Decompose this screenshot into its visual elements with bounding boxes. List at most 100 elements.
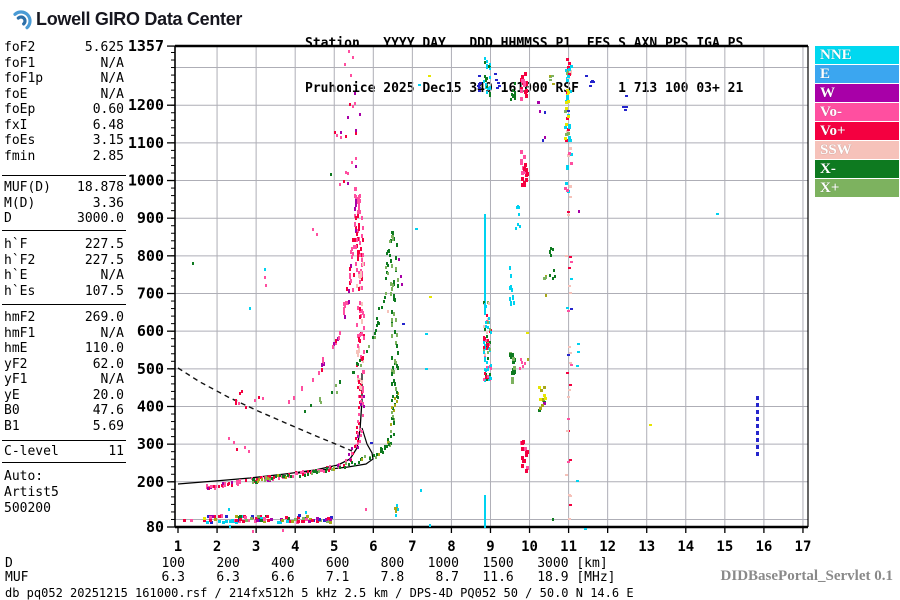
parameter-row: B1 5.69 [4, 419, 124, 434]
parameter-label: foE [4, 86, 28, 102]
y-axis-tick-label: 1200 [128, 96, 164, 114]
y-axis-tick-label: 400 [137, 397, 164, 415]
distance-row: D 100 200 400 600 800 1000 1500 3000 [km… [5, 556, 608, 571]
parameter-row: fxI 6.48 [4, 118, 124, 133]
parameter-value: N/A [100, 55, 124, 71]
y-axis-tick-label: 300 [137, 435, 164, 453]
y-axis-tick-label: 600 [137, 322, 164, 340]
parameter-value: 5.69 [92, 418, 124, 434]
parameter-value: 107.5 [84, 283, 124, 299]
station-header: Station YYYY DAY DDD HHMMSS P1 FFS S AXN… [305, 6, 743, 126]
panel-divider [2, 175, 126, 176]
legend-item-voplus: Vo+ [815, 122, 899, 140]
y-axis-tick-label: 500 [137, 360, 164, 378]
parameter-row: hmF2 269.0 [4, 310, 124, 325]
parameter-row: hmF1 N/A [4, 326, 124, 341]
x-axis-tick-label: 13 [638, 539, 655, 555]
y-axis-tick-label: 1100 [128, 134, 164, 152]
legend-item-w: W [815, 84, 899, 102]
parameter-value: 110.0 [84, 341, 124, 356]
parameter-row: h`F 227.5 [4, 237, 124, 252]
parameter-label: B0 [4, 403, 20, 418]
parameter-row: foF1 N/A [4, 56, 124, 71]
parameter-value: 3000.0 [77, 211, 124, 226]
y-axis-tick-label: 700 [137, 285, 164, 303]
parameter-row: hmE 110.0 [4, 341, 124, 356]
x-axis-tick-label: 14 [677, 539, 694, 555]
x-axis-tick-label: 9 [486, 539, 494, 555]
legend-item-xplus: X+ [815, 179, 899, 197]
parameter-label: h`F2 [4, 252, 36, 268]
parameter-row: foE N/A [4, 87, 124, 102]
x-axis-tick-label: 5 [330, 539, 338, 555]
y-axis-tick-label: 800 [137, 247, 164, 265]
parameter-row: h`E N/A [4, 268, 124, 283]
x-axis-tick-label: 16 [755, 539, 772, 555]
parameter-value: 62.0 [92, 356, 124, 372]
panel-divider [2, 230, 126, 231]
parameter-value: 11 [108, 444, 124, 459]
parameter-row: M(D) 3.36 [4, 196, 124, 211]
y-axis-tick-label: 80 [146, 518, 164, 536]
parameter-value: N/A [100, 71, 124, 86]
parameter-value: N/A [100, 372, 124, 387]
parameter-label: D [4, 211, 12, 226]
parameter-value: N/A [100, 325, 124, 341]
parameter-label: M(D) [4, 195, 36, 211]
parameter-label: h`Es [4, 283, 36, 299]
y-axis-tick-label: 900 [137, 209, 164, 227]
parameter-label: hmF1 [4, 325, 36, 341]
y-axis-tick-label: 200 [137, 473, 164, 491]
parameter-label: hmE [4, 341, 28, 356]
parameter-label: hmF2 [4, 310, 36, 325]
parameter-label: yF2 [4, 356, 28, 372]
panel-divider [2, 304, 126, 305]
parameter-value: N/A [100, 268, 124, 283]
parameter-label: C-level [4, 444, 59, 459]
legend-item-e: E [815, 65, 899, 83]
echo-dots-layer [183, 50, 759, 533]
auto-info-line: Auto: [4, 469, 44, 484]
status-line: db pq052 20251215 161000.rsf / 214fx512h… [5, 586, 634, 600]
parameter-value: 5.625 [84, 40, 124, 55]
x-axis-tick-label: 3 [252, 539, 260, 555]
legend-item-xminus: X- [815, 160, 899, 178]
x-axis-tick-label: 2 [213, 539, 221, 555]
parameter-label: foF1 [4, 55, 36, 71]
parameter-value: 20.0 [92, 387, 124, 403]
parameter-value: 0.60 [92, 102, 124, 117]
parameter-value: 47.6 [92, 403, 124, 418]
calculated-profile-dashed-curve [177, 367, 353, 452]
parameter-row: foF1p N/A [4, 71, 124, 86]
auto-info-line: Artist5 [4, 485, 59, 500]
parameter-label: foF2 [4, 40, 36, 55]
parameter-row: yF1 N/A [4, 372, 124, 387]
parameter-row: foEp 0.60 [4, 102, 124, 117]
parameter-label: MUF(D) [4, 180, 51, 195]
x-axis-tick-label: 4 [291, 539, 299, 555]
parameter-value: 2.85 [92, 148, 124, 164]
parameter-row: MUF(D) 18.878 [4, 180, 124, 195]
logo-link[interactable]: Lowell GIRO Data Center [8, 6, 242, 32]
legend-item-nne: NNE [815, 46, 899, 64]
parameter-row: D 3000.0 [4, 211, 124, 226]
parameter-label: foEs [4, 133, 36, 148]
parameter-label: h`E [4, 268, 28, 283]
parameter-value: 18.878 [77, 180, 124, 195]
x-axis-tick-label: 15 [716, 539, 733, 555]
parameter-row: C-level 11 [4, 444, 124, 459]
parameter-panel: foF2 5.625 foF1 N/A foF1p N/A foE N/A foEp 0.60 fx… [0, 0, 140, 540]
parameter-row: yF2 62.0 [4, 357, 124, 372]
x-axis-tick-label: 1 [174, 539, 182, 555]
parameter-value: 227.5 [84, 252, 124, 268]
parameter-label: yF1 [4, 372, 28, 387]
trace-legend: NNE E W Vo- Vo+ SSW X- X+ [815, 46, 899, 198]
logo-text: Lowell GIRO Data Center [36, 8, 243, 29]
parameter-label: fxI [4, 117, 28, 133]
parameter-row: h`F2 227.5 [4, 253, 124, 268]
parameter-row: h`Es 107.5 [4, 284, 124, 299]
muf-row: MUF 6.3 6.3 6.6 7.1 7.8 8.7 11.6 18.9 [M… [5, 570, 616, 585]
parameter-value: 3.15 [92, 133, 124, 148]
parameter-label: yE [4, 387, 20, 403]
